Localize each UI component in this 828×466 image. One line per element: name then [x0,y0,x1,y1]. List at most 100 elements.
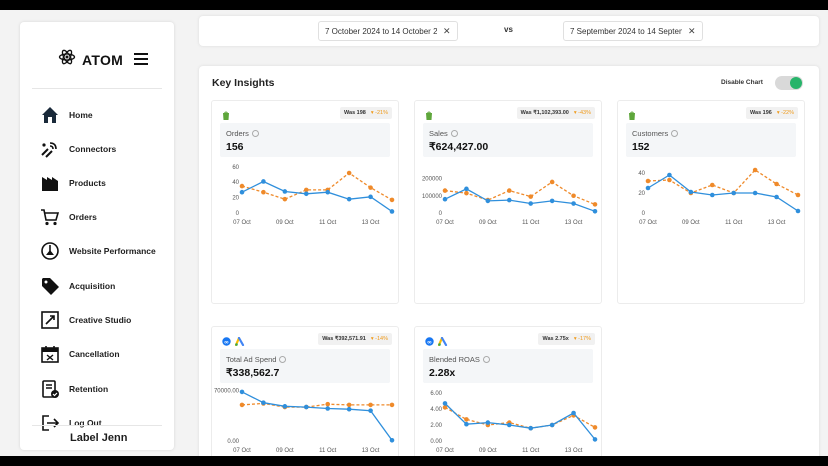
metric-box: Orders 156 [220,123,390,157]
current-period-line [241,180,393,213]
sidebar-item-label: Cancellation [69,349,120,359]
metric-label: Blended ROAS [429,355,490,364]
previous-period-point [389,402,395,408]
sidebar-item-label: Log Out [69,418,102,428]
menu-toggle-icon[interactable] [134,53,148,68]
cart-icon [40,207,60,227]
brand[interactable]: ATOM [58,48,123,71]
previous-period-point [303,187,309,193]
current-period-point [303,191,309,197]
sidebar-item-label: Home [69,110,93,120]
sidebar-item-orders[interactable]: Orders [40,205,97,229]
info-icon[interactable] [279,356,287,363]
x-tick-label: 07 Oct [233,448,251,454]
sidebar-item-website-performance[interactable]: Website Performance [40,239,156,263]
previous-period-point [442,188,448,193]
svg-text:∞: ∞ [224,340,228,346]
x-tick-label: 11 Oct [522,448,540,454]
previous-period-line [444,406,596,429]
x-tick-label: 09 Oct [276,220,294,226]
x-tick-label: 13 Oct [565,220,583,226]
metric-box: Total Ad Spend ₹338,562.7 [220,349,390,383]
total-ad-spend-line-chart: 0.00 70000.00 07 Oct 09 Oct 11 Oct 13 Oct [214,388,395,454]
sidebar-item-home[interactable]: Home [40,103,93,127]
current-period-point [485,420,491,425]
current-period-point [485,198,491,204]
current-period-point [774,194,779,200]
user-name[interactable]: Label Jenn [70,432,128,444]
date-comparison-bar: 7 October 2024 to 14 October 2024 ✕ vs 7… [199,16,819,46]
previous-period-point [282,196,288,202]
info-icon[interactable] [251,130,259,137]
current-period-point [571,410,576,416]
sidebar-item-products[interactable]: Products [40,171,106,195]
previous-period-point [464,417,469,422]
products-icon [40,173,60,193]
current-period-point [368,194,373,200]
y-tick-label: 0 [439,211,443,217]
current-period-point [645,185,651,191]
x-tick-label: 13 Oct [768,220,786,226]
change-percent: ▾ -21% [370,110,388,116]
retention-icon [40,379,60,399]
current-date-range[interactable]: 7 October 2024 to 14 October 2024 ✕ [318,21,458,41]
previous-period-line [444,181,596,206]
y-tick-label: 0 [642,211,646,217]
x-tick-label: 07 Oct [233,220,251,226]
brand-name: ATOM [82,51,124,68]
info-icon[interactable] [450,130,458,137]
metric-label: Customers [632,129,679,138]
previous-period-point [506,188,512,193]
sidebar-item-label: Orders [69,212,97,222]
sidebar-item-connectors[interactable]: Connectors [40,137,116,161]
metric-value: 152 [632,141,650,153]
logout-icon [40,413,60,433]
metric-box: Sales ₹624,427.00 [423,123,593,157]
current-period-line [647,174,799,212]
previous-period-point [368,402,373,408]
current-period-point [528,201,534,206]
previous-period-point [592,425,598,430]
shopify-icon [425,107,433,125]
sidebar-item-label: Acquisition [69,281,116,291]
y-tick-label: 40 [638,171,645,177]
current-period-point [592,437,598,442]
current-period-point [325,189,331,195]
previous-period-point [389,197,395,203]
previous-period-point [464,190,469,196]
sidebar-item-acquisition[interactable]: Acquisition [40,274,115,298]
current-period-point [261,400,266,406]
compare-date-range-text: 7 September 2024 to 14 September 2024 [570,26,682,36]
current-period-point [549,198,555,204]
previous-period-point [645,178,651,184]
previous-period-line [647,169,799,196]
disable-chart-toggle[interactable] [775,76,803,90]
clear-current-range-icon[interactable]: ✕ [443,25,451,36]
shopify-icon [222,107,230,125]
current-period-point [303,404,309,410]
sidebar-item-cancellation[interactable]: Cancellation [40,342,120,366]
previous-period-point [368,185,373,190]
compare-date-range[interactable]: 7 September 2024 to 14 September 2024 ✕ [563,21,703,41]
divider [32,425,162,426]
info-icon[interactable] [671,130,679,137]
current-period-line [444,402,596,440]
sidebar-item-retention[interactable]: Retention [40,377,108,401]
sales-card: Was ₹1,102,393.00 ▾ -43% Sales ₹624,427.0… [414,100,602,304]
metric-value: 2.28x [429,367,456,379]
x-tick-label: 11 Oct [319,448,337,454]
current-period-point [506,422,512,428]
metric-label: Orders [226,129,259,138]
previous-value: Was ₹1,102,393.00 [520,110,569,116]
clear-compare-range-icon[interactable]: ✕ [688,25,696,36]
current-period-point [346,196,352,202]
metric-value: ₹624,427.00 [429,141,489,153]
info-icon[interactable] [482,356,490,363]
sidebar-item-creative-studio[interactable]: Creative Studio [40,308,131,332]
sidebar-item-label: Website Performance [69,246,156,256]
previous-value: Was 198 [344,110,366,116]
creative-studio-icon [40,310,60,330]
change-percent: ▾ -43% [573,110,591,116]
previous-period-point [346,402,352,408]
x-tick-label: 09 Oct [479,448,497,454]
